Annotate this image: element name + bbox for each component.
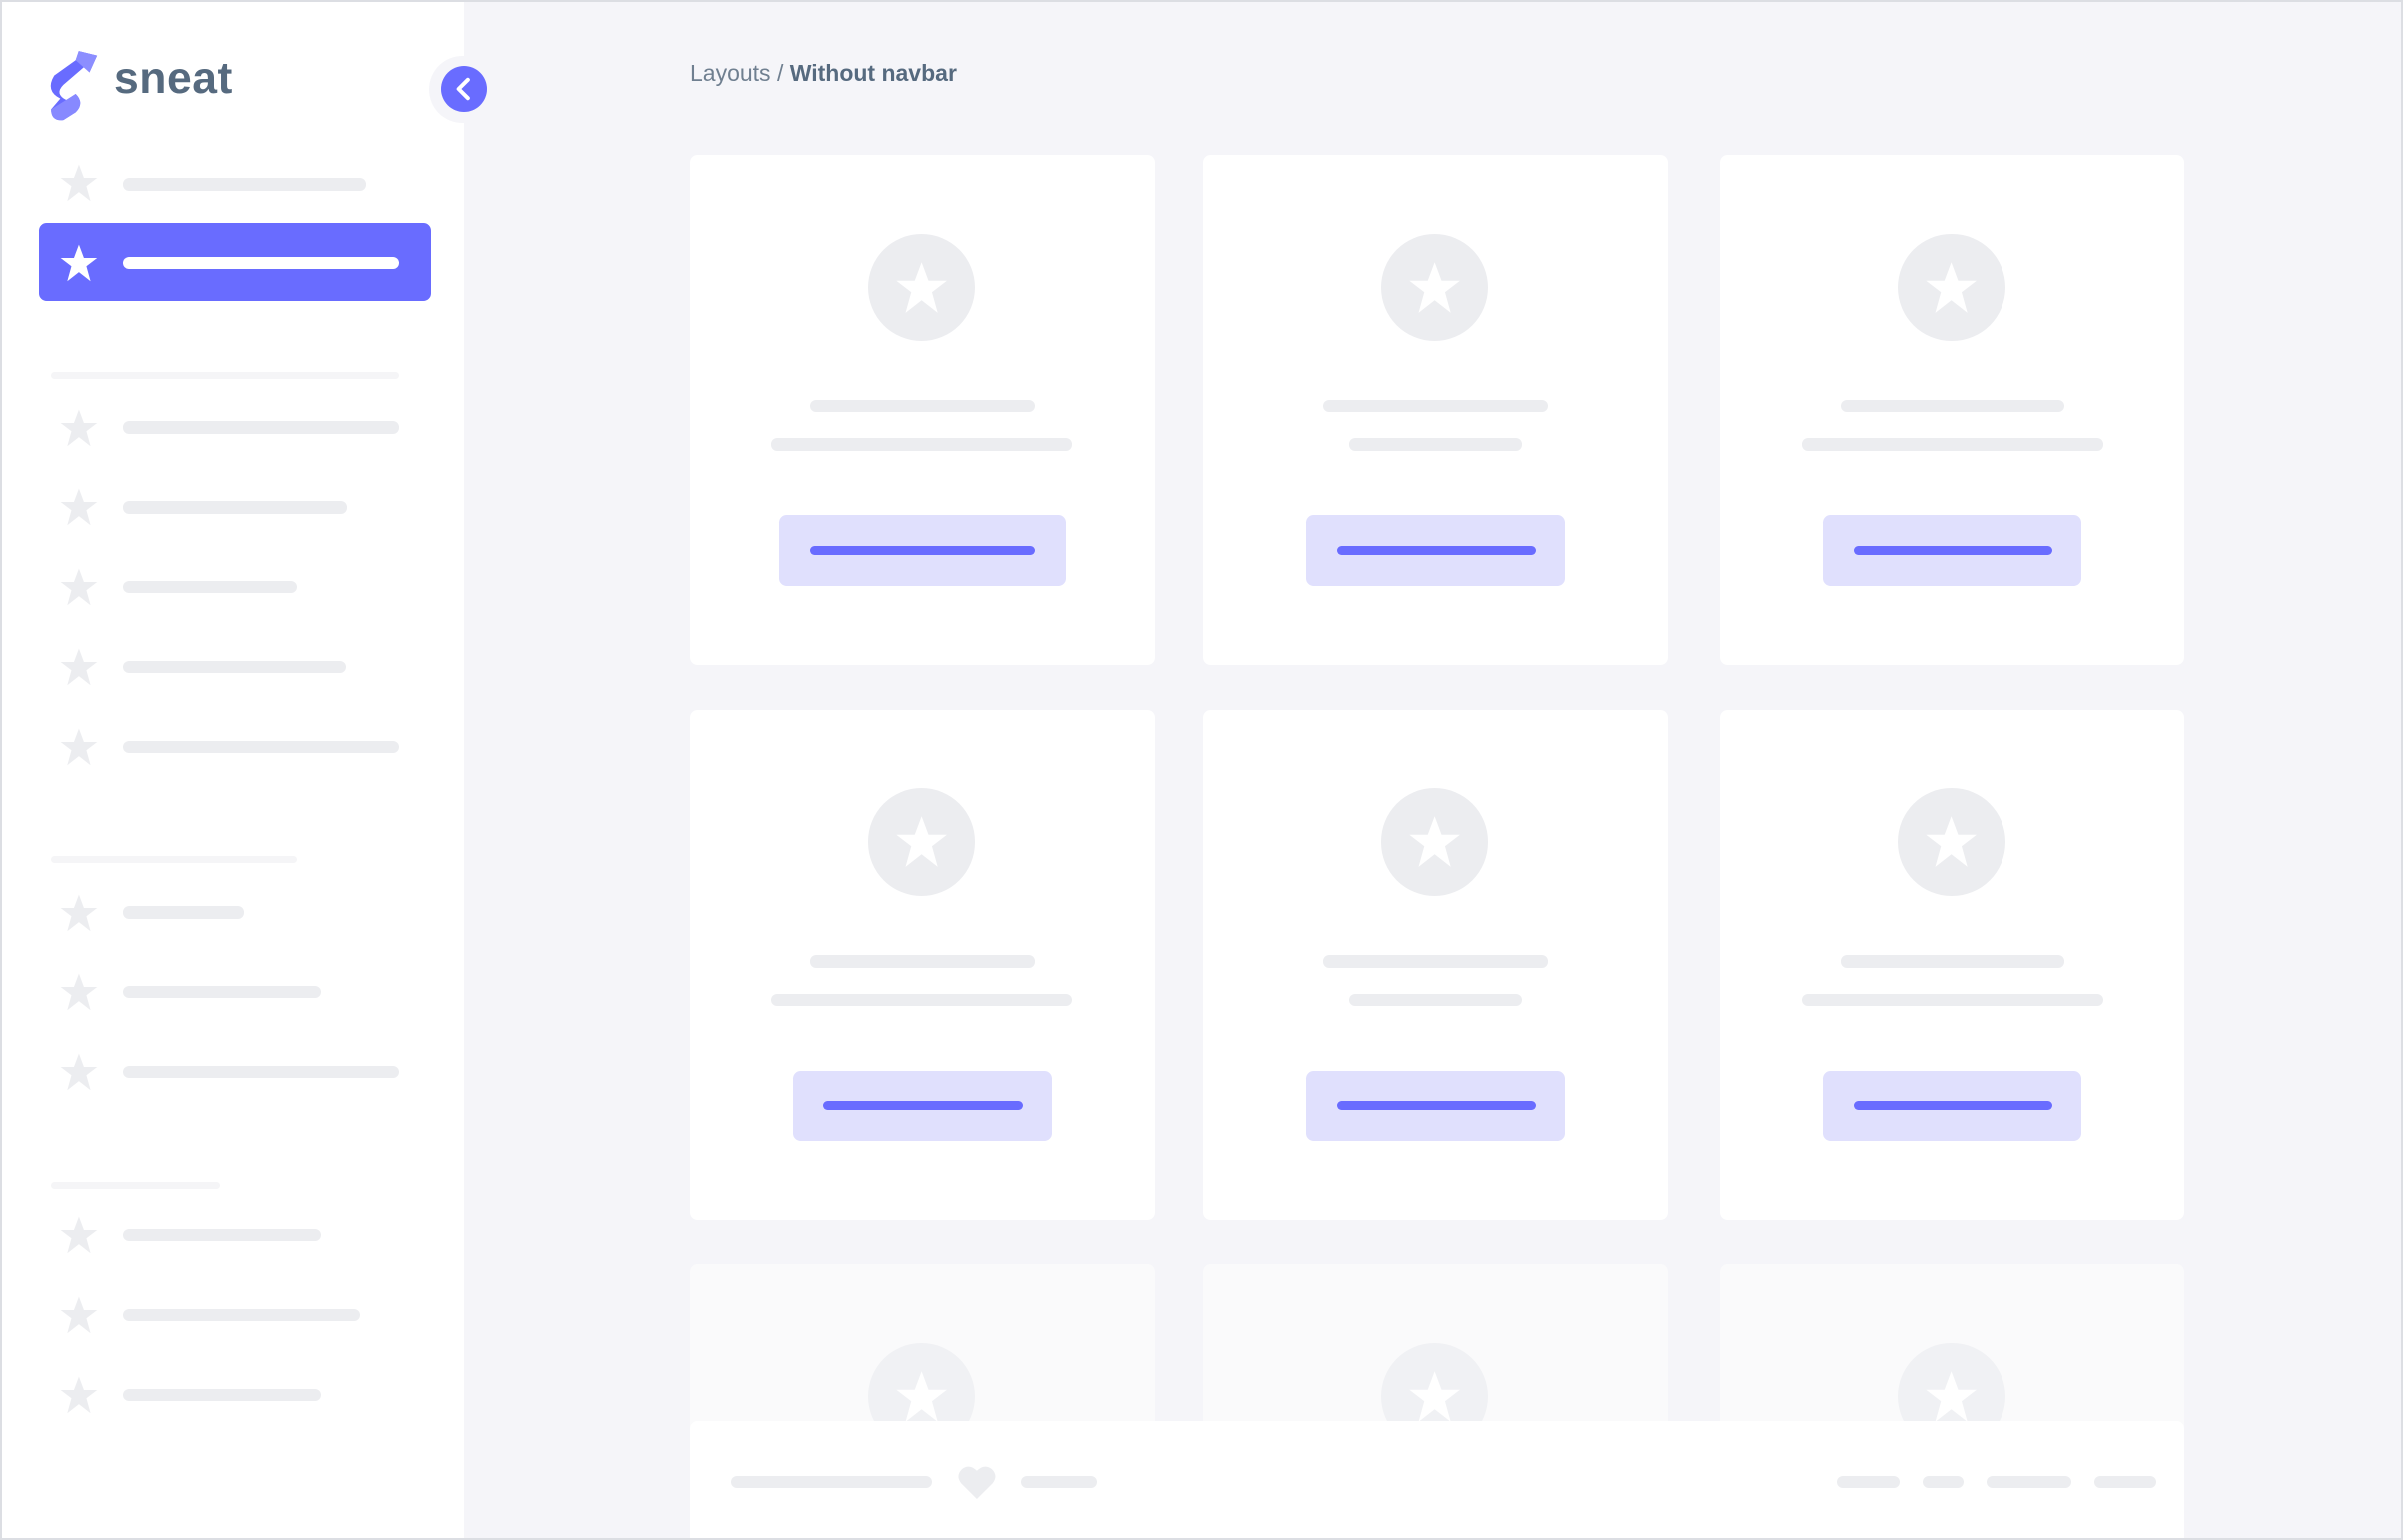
card-text	[1801, 993, 2103, 1007]
card-title	[809, 399, 1036, 413]
card-button-label	[1853, 1101, 2053, 1111]
heart-icon	[957, 1464, 997, 1501]
card-button-label	[823, 1101, 1023, 1111]
menu-item-active[interactable]	[38, 222, 431, 302]
star-icon	[59, 408, 99, 448]
star-icon	[896, 262, 947, 313]
card-title	[809, 955, 1036, 968]
breadcrumb-parent[interactable]: Layouts	[689, 60, 771, 87]
menu-item[interactable]	[123, 1065, 400, 1079]
menu-item[interactable]	[123, 581, 297, 594]
placeholder-card	[1203, 709, 1668, 1220]
card-text	[1348, 438, 1523, 451]
star-icon	[59, 893, 99, 933]
avatar-placeholder	[867, 233, 976, 342]
avatar-placeholder	[1381, 788, 1489, 896]
star-icon	[896, 1371, 947, 1422]
star-icon	[59, 1375, 99, 1415]
card-button-label	[1853, 545, 2053, 555]
sneat-logo-icon	[45, 48, 100, 122]
placeholder-card	[1720, 709, 2185, 1220]
card-button-label	[1336, 1101, 1537, 1111]
star-icon	[59, 1215, 99, 1255]
star-icon	[1926, 262, 1978, 313]
placeholder-card	[689, 155, 1155, 666]
menu-item[interactable]	[123, 660, 346, 674]
star-icon	[59, 1052, 99, 1092]
card-button[interactable]	[1822, 515, 2082, 586]
star-icon	[59, 567, 99, 607]
card-text	[1801, 438, 2103, 451]
footer-link[interactable]	[1922, 1476, 1965, 1489]
menu-item[interactable]	[123, 740, 400, 753]
menu-section-divider	[51, 371, 400, 380]
card-button-label	[1336, 545, 1537, 555]
card-button[interactable]	[1305, 1070, 1566, 1142]
menu-item[interactable]	[123, 986, 322, 999]
footer-link[interactable]	[2093, 1476, 2157, 1489]
star-icon	[59, 487, 99, 527]
avatar-placeholder	[1381, 233, 1489, 342]
breadcrumb: Layouts / Without navbar	[690, 60, 957, 87]
footer-link[interactable]	[1987, 1476, 2071, 1489]
card-button[interactable]	[1822, 1070, 2082, 1142]
star-icon	[59, 163, 99, 203]
avatar-placeholder	[867, 788, 976, 896]
sidebar: sneat	[2, 2, 465, 1538]
card-button[interactable]	[1305, 515, 1566, 586]
menu-section-divider	[51, 855, 297, 864]
card-title	[1841, 955, 2065, 968]
star-icon	[1409, 1371, 1461, 1422]
card-title	[1322, 955, 1549, 968]
star-icon	[59, 243, 99, 283]
card-text	[1348, 993, 1523, 1007]
footer	[689, 1420, 2185, 1538]
breadcrumb-current: Without navbar	[789, 60, 957, 87]
footer-text	[731, 1476, 933, 1489]
chevron-left-icon	[457, 78, 471, 101]
avatar-placeholder	[1898, 233, 2005, 342]
placeholder-card	[689, 709, 1155, 1220]
star-icon	[59, 727, 99, 767]
menu-item[interactable]	[123, 1308, 360, 1322]
avatar-placeholder	[1898, 788, 2005, 896]
menu-item[interactable]	[123, 906, 245, 919]
star-icon	[59, 647, 99, 687]
sidebar-toggle-button[interactable]	[441, 66, 488, 113]
footer-link[interactable]	[1021, 1476, 1097, 1489]
star-icon	[1409, 262, 1461, 313]
brand-name: sneat	[114, 54, 233, 104]
card-text	[771, 438, 1073, 451]
menu-section-divider	[51, 1181, 220, 1190]
card-button[interactable]	[792, 1070, 1053, 1142]
menu-item[interactable]	[123, 178, 366, 191]
footer-link[interactable]	[1836, 1476, 1900, 1489]
menu-item[interactable]	[123, 501, 348, 514]
menu-item[interactable]	[123, 1229, 322, 1242]
menu-item[interactable]	[123, 421, 400, 434]
card-button[interactable]	[778, 515, 1066, 586]
card-button-label	[809, 545, 1036, 555]
star-icon	[1409, 816, 1461, 868]
card-title	[1322, 399, 1549, 413]
card-text	[771, 993, 1073, 1007]
breadcrumb-separator: /	[776, 60, 784, 87]
star-icon	[896, 816, 947, 868]
menu-item-label	[123, 256, 400, 269]
star-icon	[59, 1295, 99, 1335]
star-icon	[59, 972, 99, 1012]
placeholder-card	[1720, 155, 2185, 666]
star-icon	[1926, 1371, 1978, 1422]
menu-item[interactable]	[123, 1388, 322, 1401]
card-title	[1841, 399, 2065, 413]
star-icon	[1926, 816, 1978, 868]
placeholder-card	[1203, 155, 1668, 666]
